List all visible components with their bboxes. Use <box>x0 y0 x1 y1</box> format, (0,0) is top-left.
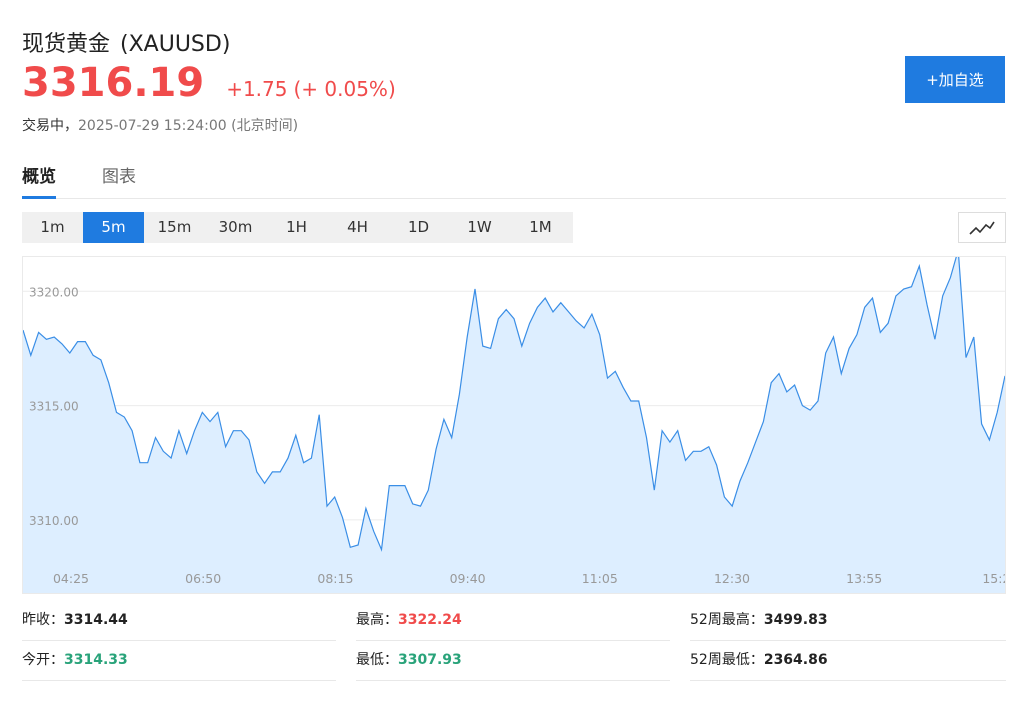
instrument-name: 现货黄金 <box>22 32 111 57</box>
x-tick-label: 06:50 <box>185 571 221 586</box>
period-4h[interactable]: 4H <box>347 218 368 236</box>
x-tick-label: 15:2 <box>982 571 1006 586</box>
x-tick-label: 12:30 <box>714 571 750 586</box>
y-tick-label: 3315.00 <box>29 400 79 414</box>
x-tick-label: 13:55 <box>846 571 882 586</box>
stat-label: 今开： <box>22 652 64 668</box>
stat-52w-low: 52周最低：2364.86 <box>690 640 1006 681</box>
price-change: +1.75 (+ 0.05%) <box>226 77 396 101</box>
stat-low: 最低：3307.93 <box>356 640 670 681</box>
period-15m[interactable]: 15m <box>157 218 192 236</box>
y-tick-label: 3310.00 <box>29 514 79 528</box>
change-value: +1.75 <box>226 77 288 101</box>
x-tick-label: 09:40 <box>450 571 486 586</box>
stat-label: 52周最低： <box>690 652 764 668</box>
period-1mo[interactable]: 1M <box>529 218 552 236</box>
chart-type-button[interactable] <box>958 212 1006 243</box>
price-area-fill <box>23 257 1005 593</box>
instrument-title: 现货黄金 (XAUUSD) <box>22 26 230 58</box>
price-chart-svg: 3310.00 3315.00 3320.00 04:25 06:50 08:15 09:4… <box>23 257 1006 593</box>
period-5m[interactable]: 5m <box>83 212 144 243</box>
stat-value: 3499.83 <box>763 612 828 628</box>
change-percent: (+ 0.05%) <box>293 77 396 101</box>
stat-label: 52周最高： <box>690 612 764 628</box>
stat-52w-high: 52周最高：3499.83 <box>690 600 1006 641</box>
stat-label: 最低： <box>356 652 398 668</box>
tab-chart[interactable]: 图表 <box>102 167 136 187</box>
period-1h[interactable]: 1H <box>286 218 307 236</box>
status-timestamp: 2025-07-29 15:24:00 (北京时间) <box>78 118 299 134</box>
period-1w[interactable]: 1W <box>467 218 492 236</box>
x-tick-label: 04:25 <box>53 571 89 586</box>
stat-value: 2364.86 <box>763 652 828 668</box>
price-line <box>23 257 1005 552</box>
stat-prev-close: 昨收：3314.44 <box>22 600 336 641</box>
stat-value: 3307.93 <box>398 652 462 668</box>
stat-high: 最高：3322.24 <box>356 600 670 641</box>
x-tick-label: 08:15 <box>317 571 353 586</box>
price-row: 3316.19 +1.75 (+ 0.05%) <box>22 60 396 106</box>
stat-label: 昨收： <box>22 612 64 628</box>
stat-value: 3314.33 <box>64 652 128 668</box>
period-30m[interactable]: 30m <box>218 218 253 236</box>
y-tick-label: 3320.00 <box>29 285 79 299</box>
stat-label: 最高： <box>356 612 398 628</box>
trading-status: 交易中，2025-07-29 15:24:00 (北京时间) <box>22 115 298 135</box>
x-tick-label: 11:05 <box>582 571 618 586</box>
status-text: 交易中， <box>22 118 78 134</box>
tab-bar: 概览 图表 <box>22 150 1006 199</box>
stat-value: 3322.24 <box>398 612 462 628</box>
last-price: 3316.19 <box>22 60 205 106</box>
period-1m[interactable]: 1m <box>40 218 65 236</box>
instrument-symbol: (XAUUSD) <box>120 32 231 57</box>
price-chart[interactable]: 3310.00 3315.00 3320.00 04:25 06:50 08:15 09:4… <box>22 256 1006 594</box>
add-to-watchlist-button[interactable]: +加自选 <box>905 56 1005 103</box>
tab-overview[interactable]: 概览 <box>22 162 56 199</box>
stat-open: 今开：3314.33 <box>22 640 336 681</box>
line-chart-icon <box>969 221 995 235</box>
stat-value: 3314.44 <box>64 612 128 628</box>
period-selector: 1m 5m 15m 30m 1H 4H 1D 1W 1M <box>22 212 573 243</box>
period-1d[interactable]: 1D <box>407 218 430 236</box>
